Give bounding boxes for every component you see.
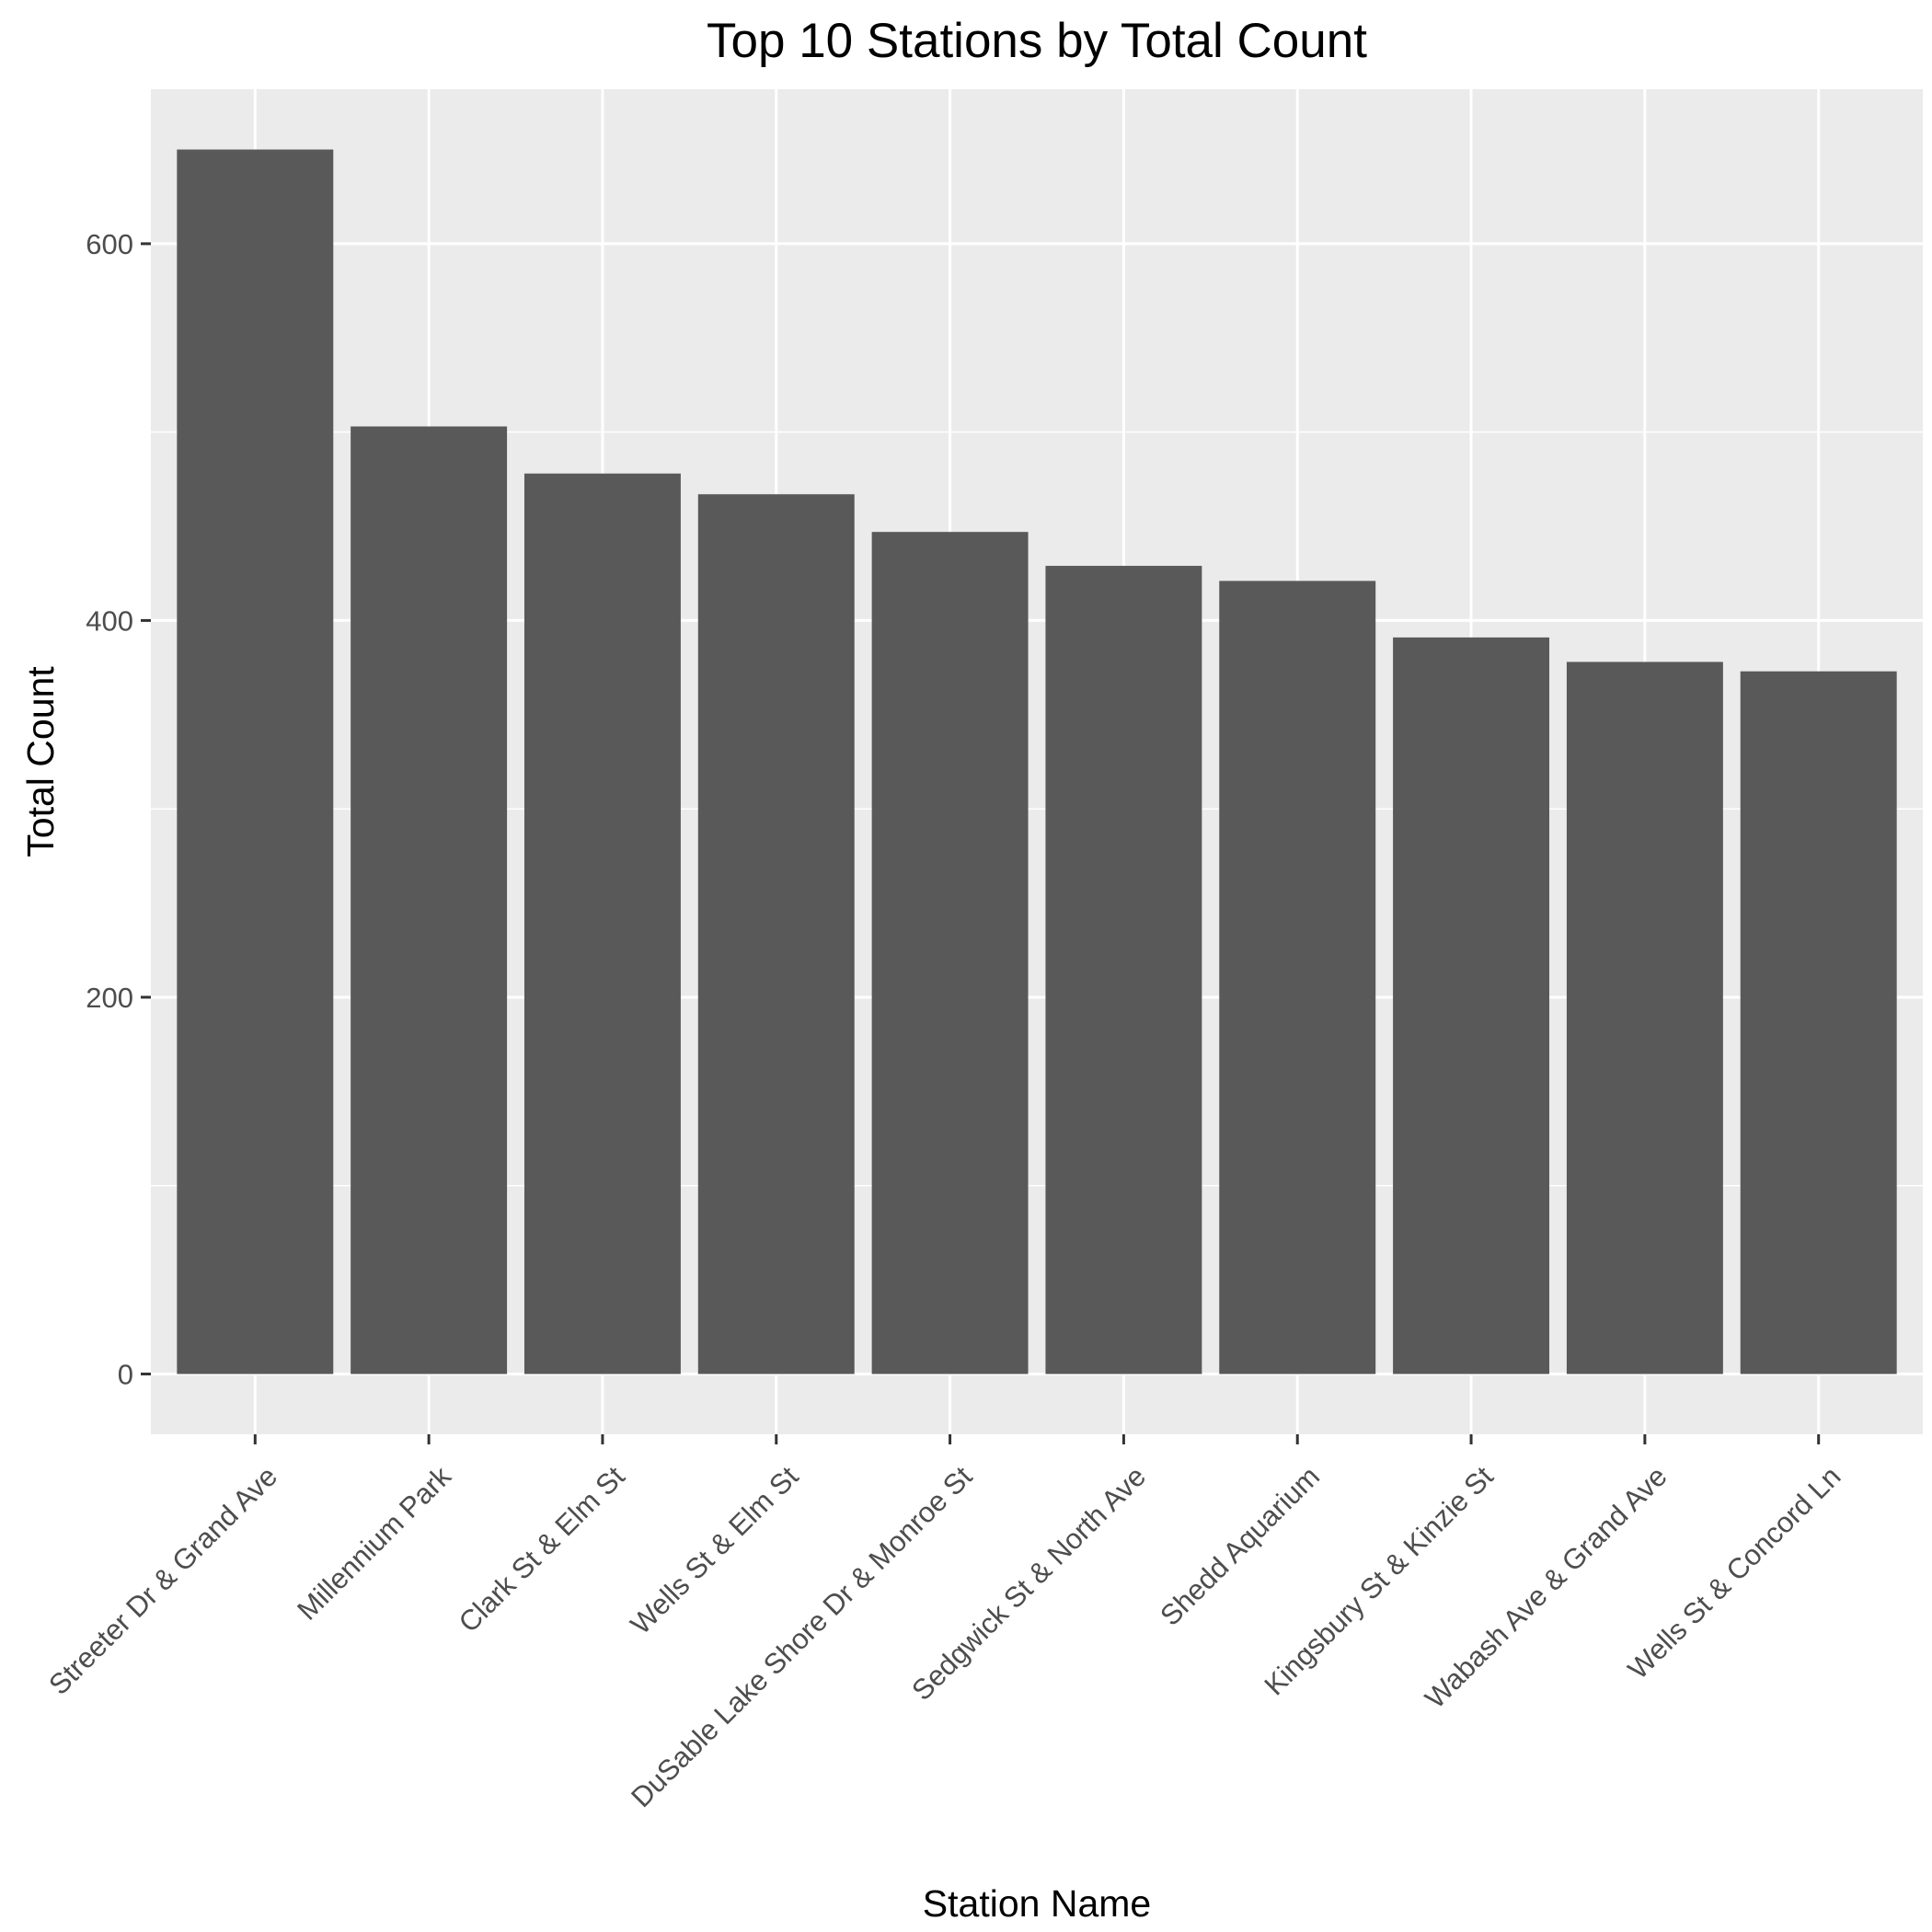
bar <box>697 494 855 1374</box>
y-tick-label: 400 <box>86 604 133 637</box>
x-tick-label: Shedd Aquarium <box>1154 1460 1326 1632</box>
chart-title: Top 10 Stations by Total Count <box>707 14 1367 68</box>
x-tick-label: Millennium Park <box>291 1460 457 1627</box>
bar <box>1219 581 1376 1374</box>
y-axis: 0 200 400 600 <box>86 228 151 1390</box>
x-axis-title: Station Name <box>923 1882 1151 1925</box>
x-tick-label: Streeter Dr & Grand Ave <box>42 1460 283 1701</box>
y-axis-title: Total Count <box>19 666 62 857</box>
x-tick-label: DuSable Lake Shore Dr & Monroe St <box>625 1460 978 1813</box>
y-tick-label: 200 <box>86 982 133 1014</box>
bar <box>1566 661 1723 1374</box>
bar <box>177 149 334 1374</box>
x-axis: Streeter Dr & Grand Ave Millennium ParkCl… <box>42 1434 1846 1813</box>
x-tick-label: Wells St & Elm St <box>624 1460 804 1640</box>
x-tick-label: Clark St & Elm St <box>453 1460 631 1639</box>
bar <box>351 426 508 1374</box>
bar <box>1393 637 1550 1374</box>
bar <box>523 473 681 1374</box>
bar <box>871 532 1029 1374</box>
bar <box>1045 566 1202 1374</box>
bars <box>177 149 1897 1374</box>
y-tick-label: 0 <box>118 1358 133 1390</box>
bar <box>1740 671 1897 1374</box>
y-tick-label: 600 <box>86 228 133 260</box>
